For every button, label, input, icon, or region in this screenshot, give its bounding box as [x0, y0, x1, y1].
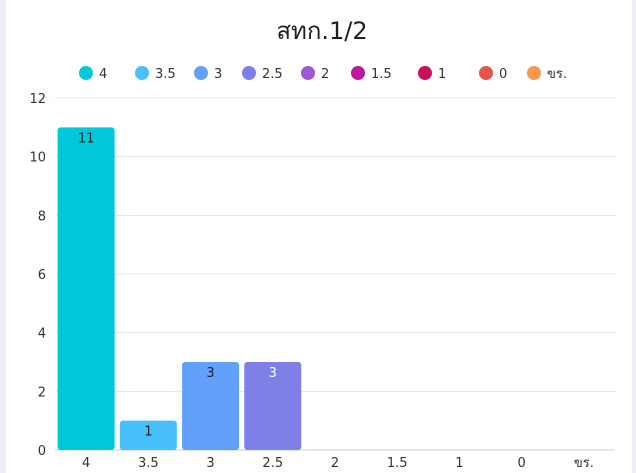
data-label-1: 1 — [144, 425, 152, 440]
x-tick-label-0: 4 — [82, 456, 90, 471]
y-tick-label-4: 8 — [38, 209, 46, 224]
legend-label-8: ขร. — [547, 67, 567, 82]
legend-marker-0 — [79, 66, 93, 80]
y-tick-label-2: 4 — [38, 327, 46, 342]
legend-marker-4 — [301, 66, 315, 80]
legend-label-0: 4 — [99, 67, 107, 82]
legend-label-6: 1 — [438, 67, 446, 82]
data-label-2: 3 — [206, 366, 214, 381]
legend-label-4: 2 — [321, 67, 329, 82]
chart-title: สทก.1/2 — [276, 17, 367, 45]
y-tick-label-0: 0 — [38, 444, 46, 459]
x-tick-label-8: ขร. — [574, 456, 594, 471]
bar-3 — [244, 362, 302, 450]
y-axis: 0 2 4 6 8 10 12 — [29, 92, 46, 459]
legend-label-3: 2.5 — [262, 67, 283, 82]
legend-marker-7 — [479, 66, 493, 80]
legend-label-1: 3.5 — [155, 67, 176, 82]
x-tick-label-5: 1.5 — [387, 456, 408, 471]
x-tick-label-2: 3 — [206, 456, 214, 471]
x-tick-label-3: 2.5 — [262, 456, 283, 471]
x-tick-label-7: 0 — [518, 456, 526, 471]
bar-0 — [57, 127, 115, 450]
x-tick-label-4: 2 — [331, 456, 339, 471]
grid-lines — [55, 97, 615, 451]
x-tick-label-1: 3.5 — [138, 456, 159, 471]
data-label-0: 11 — [78, 131, 95, 146]
bar-1 — [119, 420, 177, 450]
legend-label-7: 0 — [499, 67, 507, 82]
data-label-3: 3 — [269, 366, 277, 381]
legend-marker-6 — [418, 66, 432, 80]
legend-marker-1 — [135, 66, 149, 80]
y-tick-label-6: 12 — [29, 92, 46, 107]
legend-marker-2 — [194, 66, 208, 80]
legend-marker-8 — [527, 66, 541, 80]
legend: 4 3.5 3 2.5 2 1.5 1 0 ขร. — [79, 66, 567, 82]
x-axis: 4 3.5 3 2.5 2 1.5 1 0 ขร. — [82, 456, 594, 471]
x-tick-label-6: 1 — [455, 456, 463, 471]
y-tick-label-5: 10 — [29, 151, 46, 166]
legend-label-2: 3 — [214, 67, 222, 82]
y-tick-label-3: 6 — [38, 268, 46, 283]
bar-2 — [182, 362, 240, 450]
y-tick-label-1: 2 — [38, 385, 46, 400]
legend-label-5: 1.5 — [371, 67, 392, 82]
legend-marker-5 — [351, 66, 365, 80]
chart-card: สทก.1/2 4 3.5 3 2.5 2 1.5 1 0 ขร. 0 2 4 6 8 10 12 11 1 3… — [6, 0, 632, 473]
legend-marker-3 — [242, 66, 256, 80]
